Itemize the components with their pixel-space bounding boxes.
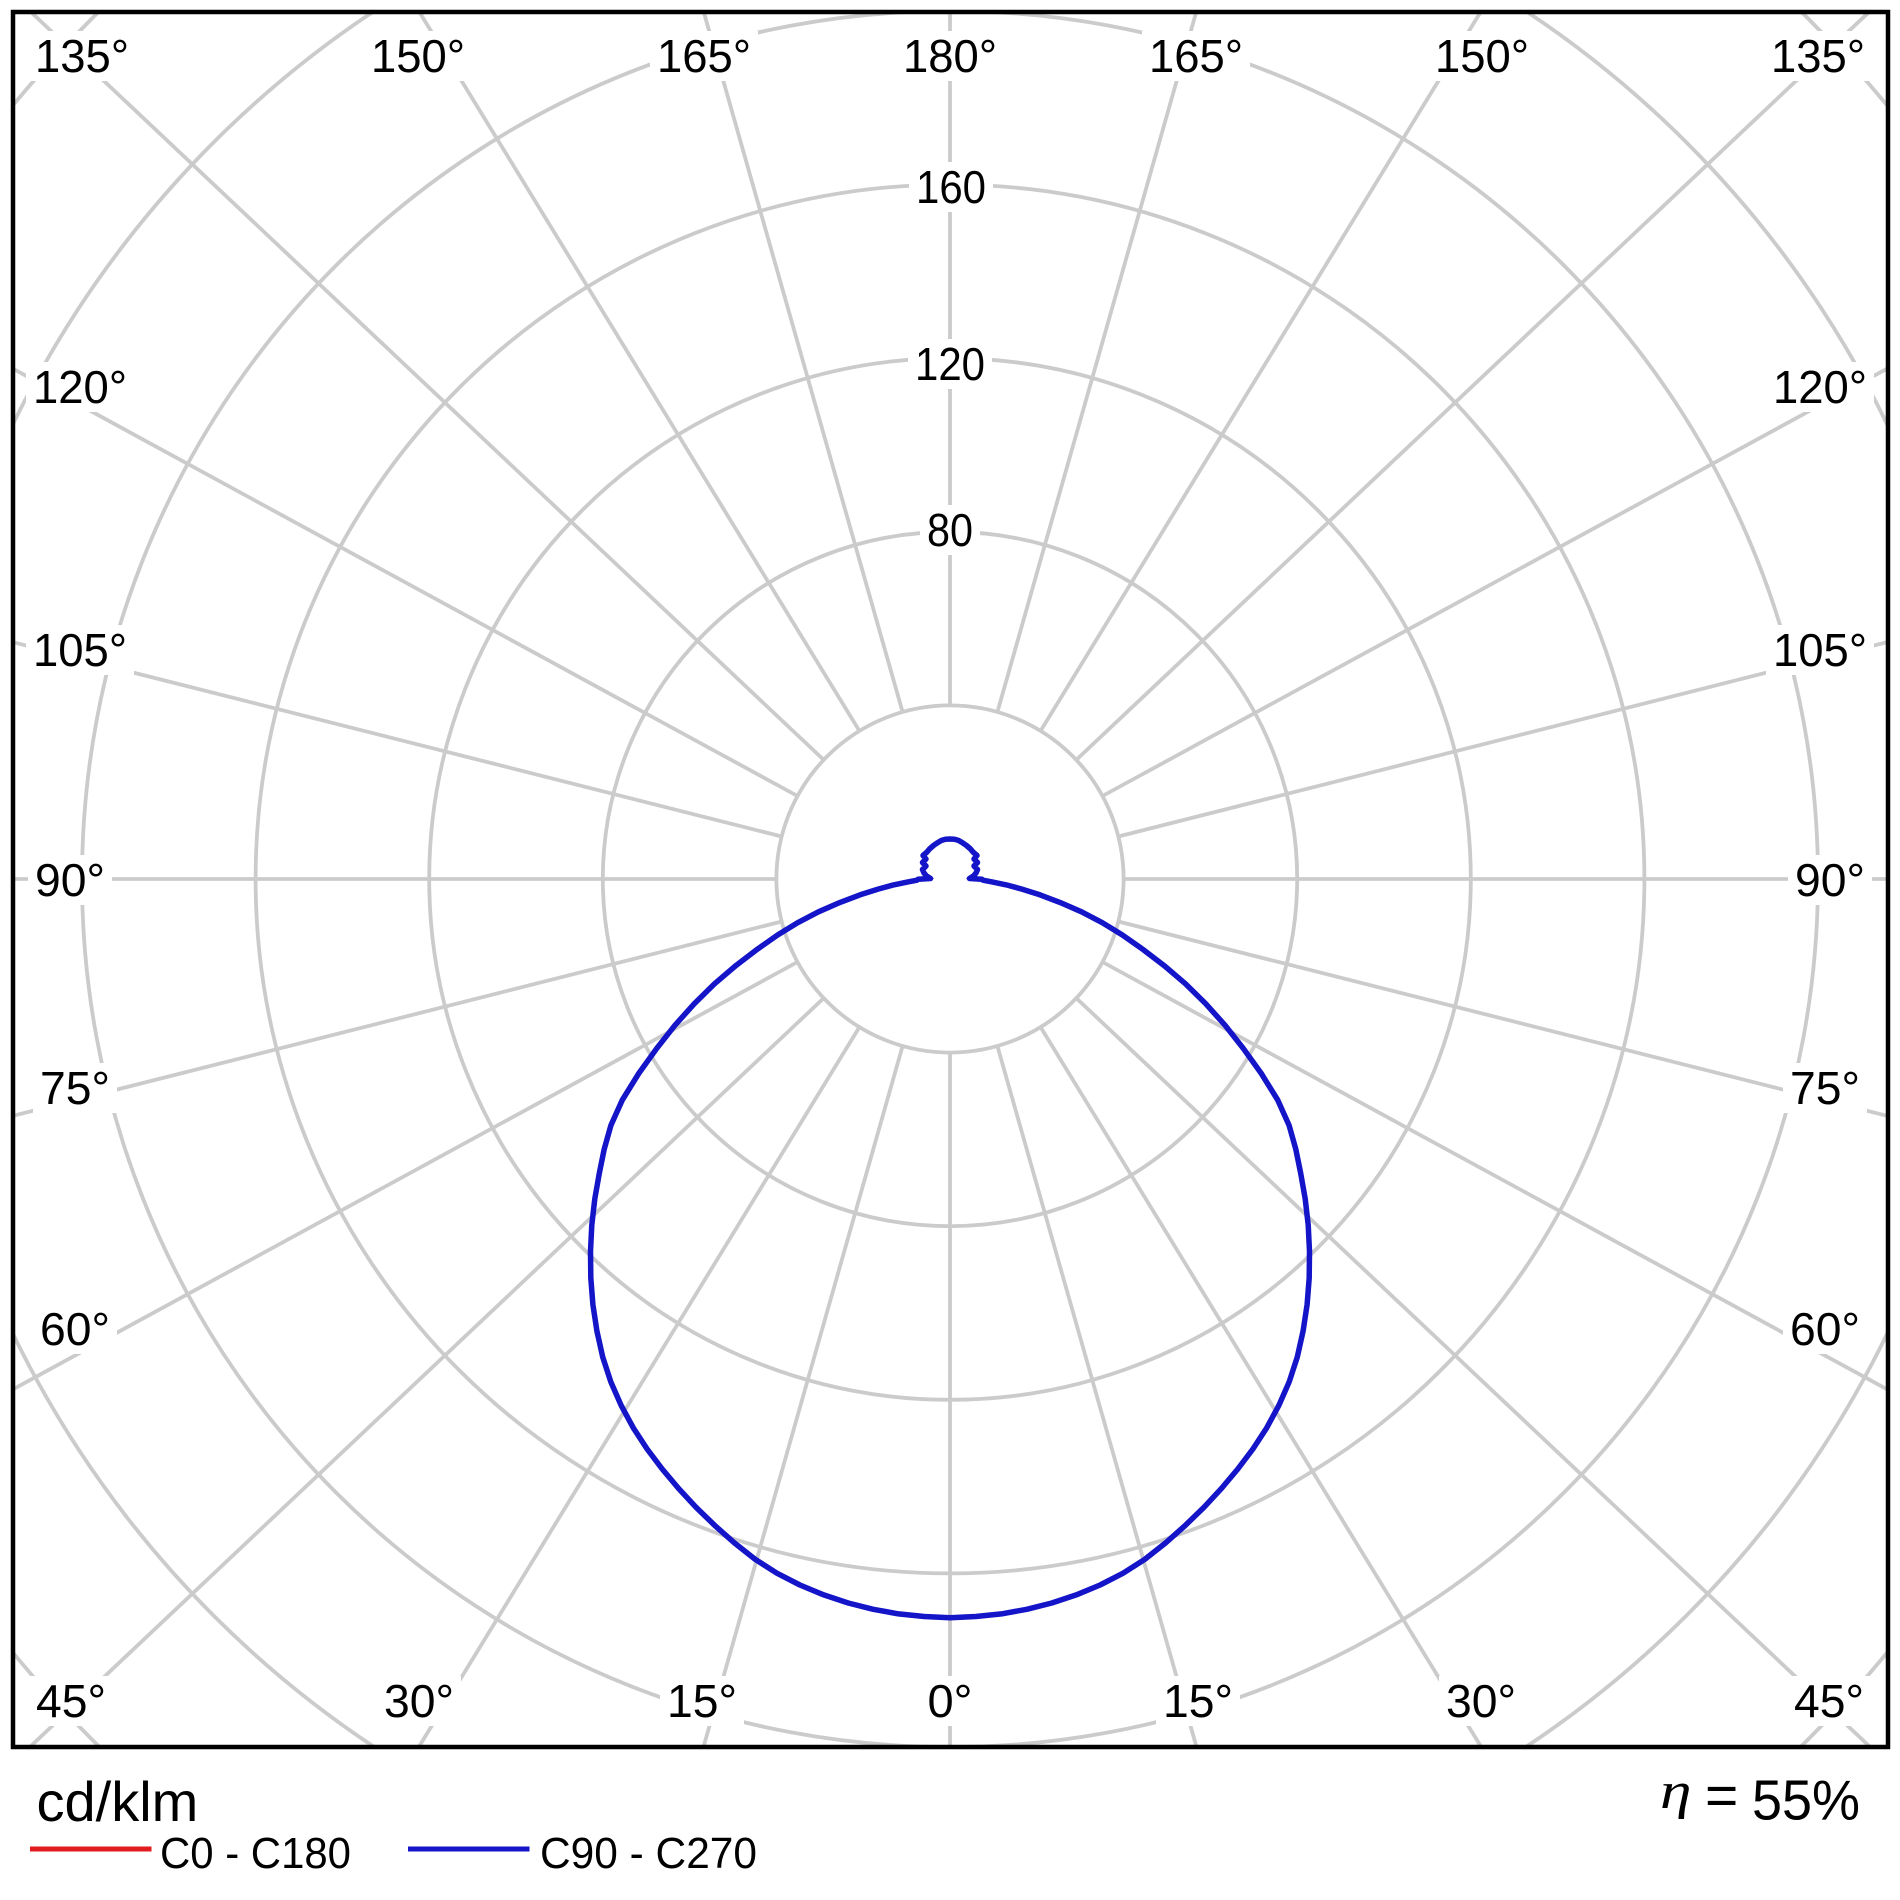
svg-text:45°: 45° bbox=[1794, 1675, 1864, 1727]
svg-text:15°: 15° bbox=[667, 1675, 737, 1727]
svg-text:55%: 55% bbox=[1752, 1769, 1860, 1833]
svg-text:150°: 150° bbox=[1435, 30, 1529, 82]
svg-text:45°: 45° bbox=[36, 1675, 106, 1727]
svg-text:80: 80 bbox=[927, 504, 973, 556]
svg-text:30°: 30° bbox=[1446, 1675, 1516, 1727]
svg-text:150°: 150° bbox=[371, 30, 465, 82]
svg-text:120: 120 bbox=[915, 338, 985, 390]
svg-text:75°: 75° bbox=[40, 1062, 110, 1114]
svg-text:C0 - C180: C0 - C180 bbox=[160, 1830, 351, 1878]
svg-text:135°: 135° bbox=[35, 30, 129, 82]
svg-text:180°: 180° bbox=[903, 30, 997, 82]
svg-text:60°: 60° bbox=[40, 1303, 110, 1355]
svg-text:90°: 90° bbox=[35, 854, 105, 906]
svg-text:75°: 75° bbox=[1790, 1062, 1860, 1114]
svg-text:30°: 30° bbox=[384, 1675, 454, 1727]
svg-text:15°: 15° bbox=[1163, 1675, 1233, 1727]
svg-text:C90 - C270: C90 - C270 bbox=[540, 1830, 757, 1878]
svg-text:120°: 120° bbox=[33, 361, 127, 413]
svg-text:0°: 0° bbox=[928, 1675, 973, 1727]
svg-text:120°: 120° bbox=[1773, 361, 1867, 413]
svg-text:160: 160 bbox=[916, 161, 986, 213]
svg-text:105°: 105° bbox=[1773, 624, 1867, 676]
svg-text:135°: 135° bbox=[1771, 30, 1865, 82]
svg-text:165°: 165° bbox=[1149, 30, 1243, 82]
svg-text:cd/klm: cd/klm bbox=[37, 1770, 199, 1833]
svg-text:105°: 105° bbox=[33, 624, 127, 676]
svg-text:165°: 165° bbox=[657, 30, 751, 82]
svg-text:η: η bbox=[1660, 1761, 1691, 1819]
svg-text:90°: 90° bbox=[1795, 854, 1865, 906]
svg-text:60°: 60° bbox=[1790, 1303, 1860, 1355]
svg-text:=: = bbox=[1705, 1764, 1738, 1828]
